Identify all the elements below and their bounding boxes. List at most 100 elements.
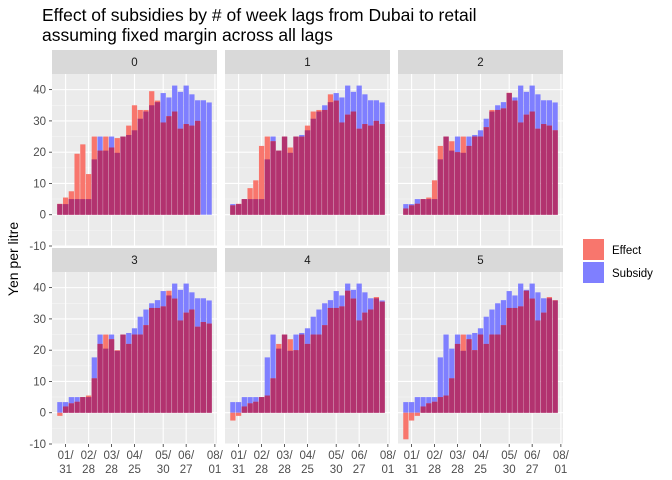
overlap-bar (327, 102, 334, 215)
facet-strip (52, 50, 217, 74)
overlap-bar (206, 323, 212, 413)
x-tick-label: 03/ (277, 450, 294, 462)
overlap-bar (356, 320, 362, 413)
facet-strip (398, 50, 563, 74)
y-tick-label: 0 (40, 210, 46, 222)
overlap-bar (108, 339, 115, 413)
overlap-bar (454, 343, 461, 413)
overlap-bar (62, 204, 69, 215)
overlap-bar (108, 147, 115, 215)
x-tick-label: 01/ (231, 450, 248, 462)
y-tick-label: 10 (33, 376, 46, 388)
x-tick-label: 08/ (207, 450, 224, 462)
overlap-bar (97, 343, 103, 413)
x-tick-label: 28 (428, 464, 441, 476)
facet-panel-2: 2 (398, 50, 563, 247)
x-tick-label: 01 (208, 464, 221, 476)
overlap-bar (310, 118, 316, 215)
effect-bar (431, 180, 438, 215)
overlap-bar (103, 150, 109, 215)
facet-panel-1: 1 (225, 50, 390, 247)
overlap-bar (350, 111, 357, 215)
x-tick-label: 25 (301, 464, 314, 476)
overlap-bar (373, 120, 380, 215)
overlap-bar (541, 312, 547, 413)
overlap-bar (449, 378, 455, 413)
overlap-bar (166, 116, 172, 215)
overlap-bar (529, 111, 535, 215)
y-axis-title: Yen per litre (5, 222, 21, 296)
overlap-bar (74, 401, 80, 413)
overlap-bar (426, 199, 432, 215)
effect-bar (85, 174, 92, 215)
overlap-bar (523, 114, 530, 215)
bar-series (230, 85, 385, 215)
overlap-bar (241, 406, 247, 413)
bar-series (57, 283, 212, 416)
overlap-bar (85, 199, 92, 215)
overlap-bar (552, 130, 558, 215)
facet-panel-0: 0 -10 0 10 20 30 40 (29, 50, 217, 253)
facet-strip (225, 50, 390, 74)
overlap-bar (293, 350, 299, 413)
overlap-bar (546, 125, 553, 215)
overlap-bar (247, 199, 253, 215)
overlap-bar (293, 136, 299, 215)
overlap-bar (264, 159, 270, 215)
overlap-bar (189, 125, 195, 215)
legend-key-subsidy (583, 262, 604, 283)
overlap-bar (276, 348, 282, 413)
overlap-bar (420, 199, 426, 215)
overlap-bar (183, 312, 189, 413)
overlap-bar (506, 93, 512, 215)
effect-bar (258, 145, 265, 215)
overlap-bar (258, 199, 265, 215)
y-tick-label: 30 (33, 314, 46, 326)
bar-series (403, 283, 558, 440)
x-tick-label: 30 (157, 464, 170, 476)
overlap-bar (327, 307, 334, 413)
overlap-bar (80, 397, 86, 413)
overlap-bar (316, 111, 322, 215)
overlap-bar (506, 307, 512, 413)
overlap-bar (97, 150, 103, 215)
overlap-bar (131, 130, 138, 215)
overlap-bar (235, 204, 242, 215)
overlap-bar (483, 127, 489, 215)
x-tick-label: 02/ (427, 450, 444, 462)
overlap-bar (287, 152, 293, 215)
overlap-bar (183, 124, 189, 215)
overlap-bar (258, 397, 265, 413)
overlap-bar (495, 109, 501, 215)
facet-panel-5: 5 01/31 02/28 03/28 04/25 05/30 06/27 08/01 (398, 248, 570, 476)
overlap-bar (253, 199, 259, 215)
overlap-bar (350, 298, 357, 413)
overlap-bar (160, 122, 166, 215)
legend-label-effect: Effect (612, 245, 642, 257)
overlap-bar (172, 111, 178, 215)
overlap-bar (339, 306, 345, 413)
overlap-bar (437, 159, 443, 215)
overlap-bar (477, 136, 484, 215)
y-tick-label: 40 (33, 85, 46, 97)
overlap-bar (149, 105, 155, 215)
overlap-bar (172, 298, 178, 413)
overlap-bar (230, 205, 236, 215)
overlap-bar (270, 141, 276, 215)
overlap-bar (149, 307, 155, 413)
y-tick-label: 0 (40, 408, 46, 420)
overlap-bar (114, 152, 120, 215)
subsidy-bar (206, 102, 212, 215)
overlap-bar (489, 111, 495, 215)
facet-panel-4: 4 01/31 02/28 03/28 04/25 05/30 06/27 08/01 (225, 248, 397, 476)
y-tick-label: -10 (29, 439, 46, 451)
x-tick-label: 30 (330, 464, 343, 476)
overlap-bar (460, 152, 466, 215)
overlap-bar (356, 128, 362, 215)
x-tick-label: 30 (503, 464, 516, 476)
overlap-bar (91, 159, 97, 215)
x-tick-label: 01/ (58, 450, 75, 462)
overlap-bar (177, 128, 184, 215)
overlap-bar (200, 322, 207, 413)
